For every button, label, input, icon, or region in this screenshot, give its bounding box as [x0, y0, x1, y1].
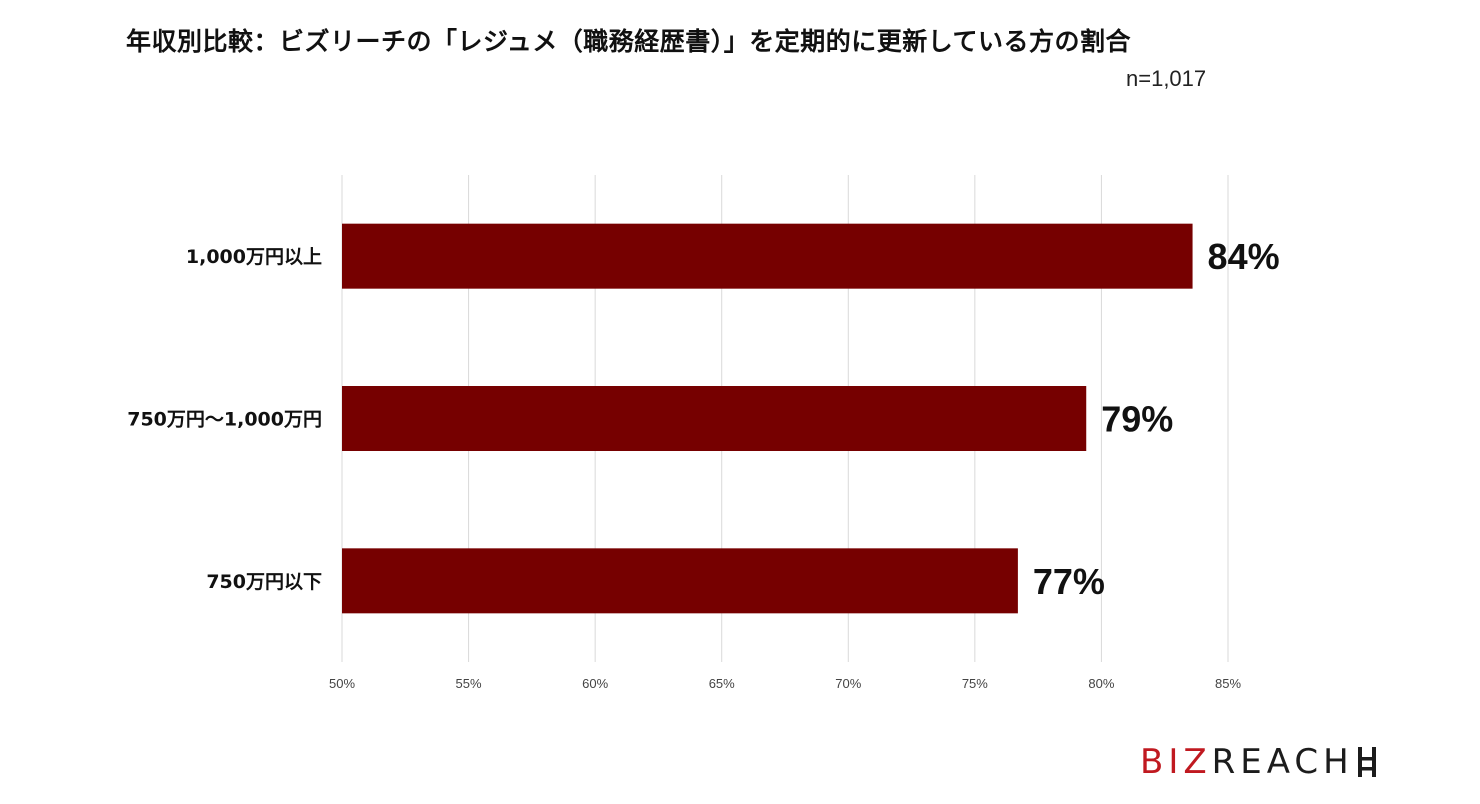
x-tick-label: 85%	[1215, 676, 1241, 691]
x-tick-label: 50%	[329, 676, 355, 691]
sample-size: n=1,017	[1126, 66, 1207, 91]
bar	[342, 548, 1018, 614]
category-label: 750万円以下	[206, 571, 322, 593]
chart-title: 年収別比較：ビズリーチの「レジュメ（職務経歴書）」を定期的に更新している方の割合	[126, 28, 1132, 56]
category-label: 1,000万円以上	[186, 246, 322, 268]
x-tick-label: 55%	[456, 676, 482, 691]
x-tick-label: 70%	[835, 676, 861, 691]
logo-reach-text: REACH	[1211, 742, 1354, 782]
x-tick-label: 75%	[962, 676, 988, 691]
data-label: 77%	[1033, 561, 1105, 602]
data-label: 79%	[1101, 399, 1173, 440]
data-label: 84%	[1208, 236, 1280, 277]
logo-biz-text: BIZ	[1140, 742, 1212, 782]
x-tick-label: 65%	[709, 676, 735, 691]
x-tick-label: 60%	[582, 676, 608, 691]
bizreach-logo: BIZ REACH	[1140, 742, 1378, 782]
category-label: 750万円～1,000万円	[127, 409, 322, 431]
x-tick-label: 80%	[1088, 676, 1114, 691]
bar	[342, 386, 1087, 451]
logo-ladder-icon	[1357, 747, 1376, 777]
bar	[342, 223, 1193, 289]
